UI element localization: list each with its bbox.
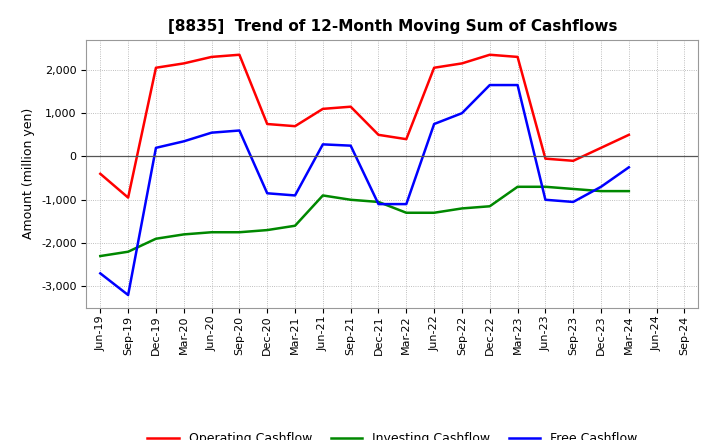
Investing Cashflow	[624, 188, 633, 194]
Investing Cashflow	[291, 223, 300, 228]
Investing Cashflow	[235, 230, 243, 235]
Operating Cashflow	[458, 61, 467, 66]
Investing Cashflow	[318, 193, 327, 198]
Investing Cashflow	[402, 210, 410, 216]
Investing Cashflow	[485, 204, 494, 209]
Investing Cashflow	[541, 184, 550, 190]
Operating Cashflow	[624, 132, 633, 137]
Operating Cashflow	[124, 195, 132, 200]
Operating Cashflow	[235, 52, 243, 57]
Investing Cashflow	[96, 253, 104, 259]
Operating Cashflow	[263, 121, 271, 127]
Operating Cashflow	[374, 132, 383, 137]
Free Cashflow	[318, 142, 327, 147]
Operating Cashflow	[152, 65, 161, 70]
Y-axis label: Amount (million yen): Amount (million yen)	[22, 108, 35, 239]
Free Cashflow	[458, 110, 467, 116]
Investing Cashflow	[569, 186, 577, 191]
Free Cashflow	[96, 271, 104, 276]
Investing Cashflow	[430, 210, 438, 216]
Operating Cashflow	[541, 156, 550, 161]
Line: Free Cashflow: Free Cashflow	[100, 85, 629, 295]
Operating Cashflow	[569, 158, 577, 163]
Line: Operating Cashflow: Operating Cashflow	[100, 55, 629, 198]
Investing Cashflow	[179, 232, 188, 237]
Free Cashflow	[207, 130, 216, 136]
Free Cashflow	[291, 193, 300, 198]
Free Cashflow	[430, 121, 438, 127]
Line: Investing Cashflow: Investing Cashflow	[100, 187, 629, 256]
Investing Cashflow	[458, 206, 467, 211]
Investing Cashflow	[207, 230, 216, 235]
Operating Cashflow	[597, 145, 606, 150]
Free Cashflow	[485, 82, 494, 88]
Free Cashflow	[597, 184, 606, 190]
Free Cashflow	[152, 145, 161, 150]
Free Cashflow	[513, 82, 522, 88]
Free Cashflow	[374, 202, 383, 207]
Operating Cashflow	[207, 54, 216, 59]
Operating Cashflow	[96, 171, 104, 176]
Free Cashflow	[179, 139, 188, 144]
Investing Cashflow	[513, 184, 522, 190]
Free Cashflow	[235, 128, 243, 133]
Investing Cashflow	[346, 197, 355, 202]
Free Cashflow	[346, 143, 355, 148]
Free Cashflow	[569, 199, 577, 205]
Free Cashflow	[402, 202, 410, 207]
Operating Cashflow	[430, 65, 438, 70]
Legend: Operating Cashflow, Investing Cashflow, Free Cashflow: Operating Cashflow, Investing Cashflow, …	[143, 427, 642, 440]
Free Cashflow	[541, 197, 550, 202]
Operating Cashflow	[513, 54, 522, 59]
Operating Cashflow	[402, 136, 410, 142]
Operating Cashflow	[485, 52, 494, 57]
Operating Cashflow	[179, 61, 188, 66]
Investing Cashflow	[374, 199, 383, 205]
Operating Cashflow	[291, 124, 300, 129]
Free Cashflow	[624, 165, 633, 170]
Investing Cashflow	[152, 236, 161, 242]
Free Cashflow	[124, 292, 132, 297]
Operating Cashflow	[346, 104, 355, 109]
Investing Cashflow	[263, 227, 271, 233]
Investing Cashflow	[124, 249, 132, 254]
Operating Cashflow	[318, 106, 327, 111]
Title: [8835]  Trend of 12-Month Moving Sum of Cashflows: [8835] Trend of 12-Month Moving Sum of C…	[168, 19, 617, 34]
Free Cashflow	[263, 191, 271, 196]
Investing Cashflow	[597, 188, 606, 194]
